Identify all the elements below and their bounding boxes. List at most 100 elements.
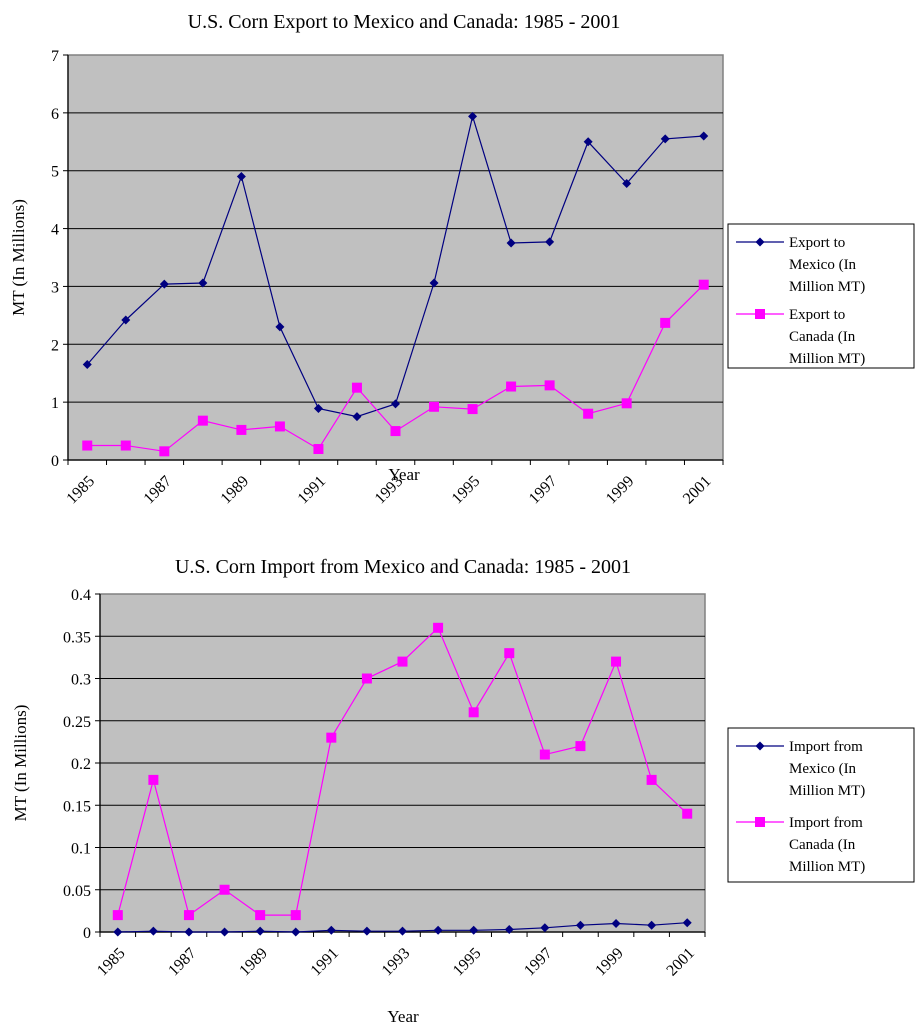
data-point: [183, 910, 194, 921]
data-point: [698, 279, 709, 290]
data-point: [198, 278, 208, 288]
legend: Import from Mexico (In Million MT) Import f…: [727, 727, 915, 883]
legend-label: Export to: [789, 235, 845, 251]
data-point: [611, 656, 622, 667]
x-tick-label: 1985: [63, 473, 98, 508]
data-point: [352, 412, 362, 422]
data-point: [255, 910, 266, 921]
y-tick-label: 3: [51, 279, 59, 296]
data-point: [236, 172, 246, 181]
x-tick-label: 1997: [521, 945, 556, 980]
data-point: [545, 237, 555, 247]
legend-label: Million MT): [789, 351, 865, 367]
data-point: [467, 404, 478, 415]
x-axis-label: Year: [388, 465, 420, 484]
data-point: [82, 360, 92, 370]
data-point: [682, 918, 692, 928]
x-tick-label: 1997: [526, 473, 561, 508]
y-tick-label: 0.4: [71, 587, 91, 604]
x-tick-label: 1993: [379, 945, 414, 980]
data-point: [398, 926, 407, 936]
legend-label: Canada (In: [789, 329, 856, 345]
data-point: [506, 381, 517, 392]
data-point: [429, 401, 440, 412]
data-point: [468, 707, 479, 718]
data-point: [504, 648, 515, 659]
data-point: [219, 884, 230, 895]
y-tick-label: 0.35: [63, 629, 91, 646]
legend: Export to Mexico (In Million MT) Export to C…: [727, 223, 915, 369]
data-point: [113, 927, 123, 937]
x-tick-label: 1991: [295, 473, 330, 508]
y-tick-label: 6: [51, 106, 59, 123]
data-point: [351, 382, 362, 393]
data-point: [504, 924, 514, 934]
data-point: [544, 380, 555, 391]
data-point: [433, 925, 443, 935]
data-point: [469, 925, 479, 935]
y-tick-label: 0: [83, 925, 91, 942]
data-point: [433, 622, 444, 633]
data-point: [326, 925, 336, 935]
legend-label: Million MT): [789, 783, 865, 799]
data-point: [159, 446, 170, 457]
data-point: [540, 923, 550, 933]
legend-label: Import from: [789, 815, 863, 831]
data-point: [326, 732, 337, 743]
y-tick-label: 1: [51, 395, 59, 412]
legend-label: Import from: [789, 739, 863, 755]
data-point: [197, 415, 208, 426]
data-point: [148, 774, 159, 785]
legend-label: Canada (In: [789, 837, 856, 853]
y-tick-label: 0.2: [71, 756, 91, 773]
legend-marker: [755, 741, 765, 751]
data-point: [621, 398, 632, 409]
data-point: [236, 424, 247, 435]
data-point: [397, 656, 408, 667]
x-tick-label: 1991: [308, 945, 343, 980]
data-point: [82, 440, 93, 451]
data-point: [112, 910, 123, 921]
x-tick-label: 2001: [680, 473, 715, 508]
data-point: [313, 444, 324, 455]
data-point: [274, 421, 285, 432]
x-tick-label: 1987: [165, 945, 200, 980]
legend-label: Million MT): [789, 279, 865, 295]
data-point: [120, 440, 131, 451]
legend-marker: [755, 237, 765, 247]
y-tick-label: 0.25: [63, 714, 91, 731]
data-point: [575, 741, 586, 752]
x-tick-label: 1995: [450, 945, 485, 980]
y-tick-label: 2: [51, 337, 59, 354]
y-tick-label: 0.3: [71, 672, 91, 689]
x-tick-label: 1989: [236, 945, 271, 980]
data-point: [220, 927, 230, 937]
legend-box: [727, 223, 915, 369]
plot-area: [67, 54, 724, 461]
legend-label: Million MT): [789, 859, 865, 875]
x-tick-label: 1999: [592, 945, 627, 980]
legend-label: Export to: [789, 307, 845, 323]
data-point: [506, 238, 516, 248]
data-point: [390, 426, 401, 437]
x-tick-label: 2001: [663, 945, 698, 980]
chart-title: U.S. Corn Export to Mexico and Canada: 1…: [188, 11, 621, 33]
data-point: [583, 137, 593, 147]
data-point: [429, 278, 439, 288]
data-point: [184, 927, 194, 937]
legend-marker: [755, 309, 765, 319]
y-tick-label: 0.1: [71, 841, 91, 858]
data-point: [361, 673, 372, 684]
data-point: [660, 317, 671, 328]
x-axis-label: Year: [387, 1007, 419, 1026]
data-point: [391, 399, 400, 409]
y-tick-label: 0: [51, 453, 59, 470]
data-point: [583, 408, 594, 419]
data-point: [622, 178, 632, 188]
legend-label: Mexico (In: [789, 761, 857, 777]
data-point: [313, 404, 323, 414]
data-point: [611, 919, 621, 929]
chart-title: U.S. Corn Import from Mexico and Canada:…: [175, 556, 631, 578]
y-axis-label: MT (In Millions): [11, 705, 30, 822]
